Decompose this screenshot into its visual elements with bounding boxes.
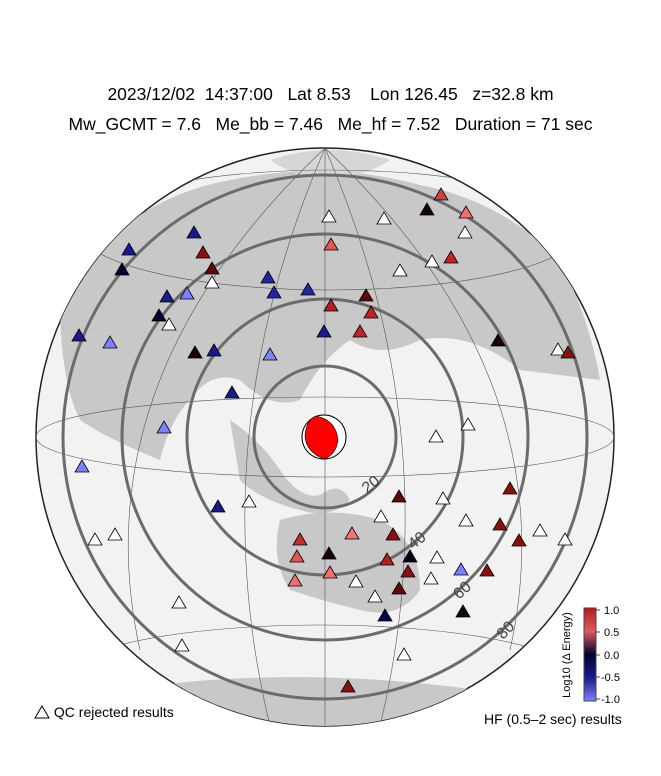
- station-triangle: [379, 552, 395, 566]
- station-triangle: [323, 298, 339, 312]
- station-triangle: [204, 275, 220, 289]
- colorbar-tick: 1.0: [604, 605, 619, 617]
- station-triangle: [179, 286, 195, 300]
- station-triangle: [557, 532, 573, 546]
- station-triangle: [87, 532, 103, 546]
- station-triangle: [300, 282, 316, 296]
- station-triangle: [385, 527, 401, 541]
- station-triangle: [511, 533, 527, 547]
- station-triangle: [392, 263, 408, 277]
- station-triangle: [377, 608, 393, 622]
- station-triangle: [266, 285, 282, 299]
- station-triangle: [174, 638, 190, 652]
- station-triangle: [151, 308, 167, 322]
- qc-legend-label: QC rejected results: [53, 704, 174, 720]
- station-triangle: [532, 523, 548, 537]
- colorbar: 1.0 0.5 0.0 -0.5 -1.0 Log10 (Δ Energy): [561, 605, 620, 706]
- station-triangle: [443, 250, 459, 264]
- station-triangle: [550, 342, 566, 356]
- station-triangle: [453, 562, 469, 576]
- station-triangle: [423, 571, 439, 585]
- station-triangle: [316, 324, 332, 338]
- station-triangle: [400, 564, 416, 578]
- station-triangle: [159, 289, 175, 303]
- station-triangle: [224, 385, 240, 399]
- station-triangle: [210, 499, 226, 513]
- station-triangle: [186, 225, 202, 239]
- focal-mechanism-beachball: [301, 414, 347, 460]
- station-triangle: [402, 549, 418, 563]
- stations: [71, 187, 576, 693]
- station-triangle: [396, 647, 412, 661]
- station-triangle: [352, 324, 368, 338]
- station-triangle: [107, 527, 123, 541]
- station-triangle: [367, 589, 383, 603]
- station-triangle: [241, 494, 257, 508]
- station-triangle: [373, 509, 389, 523]
- colorbar-tick: -1.0: [601, 694, 620, 706]
- station-triangle: [195, 245, 211, 259]
- colorbar-tick: -0.5: [601, 672, 620, 684]
- station-triangle: [114, 262, 130, 276]
- station-triangle: [391, 581, 407, 595]
- colorbar-tick: 0.5: [604, 627, 619, 639]
- station-triangle: [435, 491, 451, 505]
- event-info-line: 2023/12/02 14:37:00 Lat 8.53 Lon 126.45 …: [107, 84, 554, 104]
- station-triangle: [358, 288, 374, 302]
- station-triangle: [121, 242, 137, 256]
- distance-rings: [61, 173, 589, 701]
- station-triangle: [458, 205, 474, 219]
- station-triangle: [156, 420, 172, 434]
- station-triangle: [161, 317, 177, 331]
- station-triangle: [340, 679, 356, 693]
- station-triangle: [363, 305, 379, 319]
- station-triangle: [502, 481, 518, 495]
- station-triangle: [458, 513, 474, 527]
- station-triangle: [321, 546, 337, 560]
- station-triangle: [460, 417, 476, 431]
- station-triangle: [376, 211, 392, 225]
- station-triangle: [428, 429, 444, 443]
- station-triangle: [187, 345, 203, 359]
- station-triangle: [71, 328, 87, 342]
- station-triangle: [321, 209, 337, 223]
- colorbar-title: Log10 (Δ Energy): [561, 612, 573, 698]
- station-triangle: [490, 333, 506, 347]
- station-triangle: [323, 237, 339, 251]
- station-triangle: [204, 261, 220, 275]
- station-triangle: [429, 550, 445, 564]
- station-triangle: [492, 517, 508, 531]
- station-triangle: [260, 270, 276, 284]
- station-triangle: [560, 345, 576, 359]
- distance-ring-60: [120, 232, 530, 642]
- station-triangle: [289, 549, 305, 563]
- distance-ring-20: [252, 364, 398, 510]
- distance-ring-80: [61, 173, 589, 701]
- hf-results-label: HF (0.5–2 sec) results: [484, 711, 622, 727]
- station-triangle: [479, 563, 495, 577]
- station-triangle: [322, 565, 338, 579]
- station-triangle: [455, 604, 471, 618]
- station-triangle: [348, 574, 364, 588]
- station-triangle: [102, 335, 118, 349]
- station-triangle: [262, 347, 278, 361]
- station-triangle: [74, 459, 90, 473]
- colorbar-tick: 0.0: [604, 650, 619, 662]
- qc-legend: QC rejected results: [34, 704, 174, 722]
- qc-triangle-icon: [34, 704, 50, 722]
- station-triangle: [287, 573, 303, 587]
- station-triangle: [424, 254, 440, 268]
- station-triangle: [206, 343, 222, 357]
- station-triangle: [391, 489, 407, 503]
- station-triangle: [292, 532, 308, 546]
- station-triangle: [344, 526, 360, 540]
- station-triangle: [171, 595, 187, 609]
- station-triangle: [457, 225, 473, 239]
- station-triangle: [419, 202, 435, 216]
- station-triangle: [433, 187, 449, 201]
- magnitude-info-line: Mw_GCMT = 7.6 Me_bb = 7.46 Me_hf = 7.52 …: [68, 114, 593, 134]
